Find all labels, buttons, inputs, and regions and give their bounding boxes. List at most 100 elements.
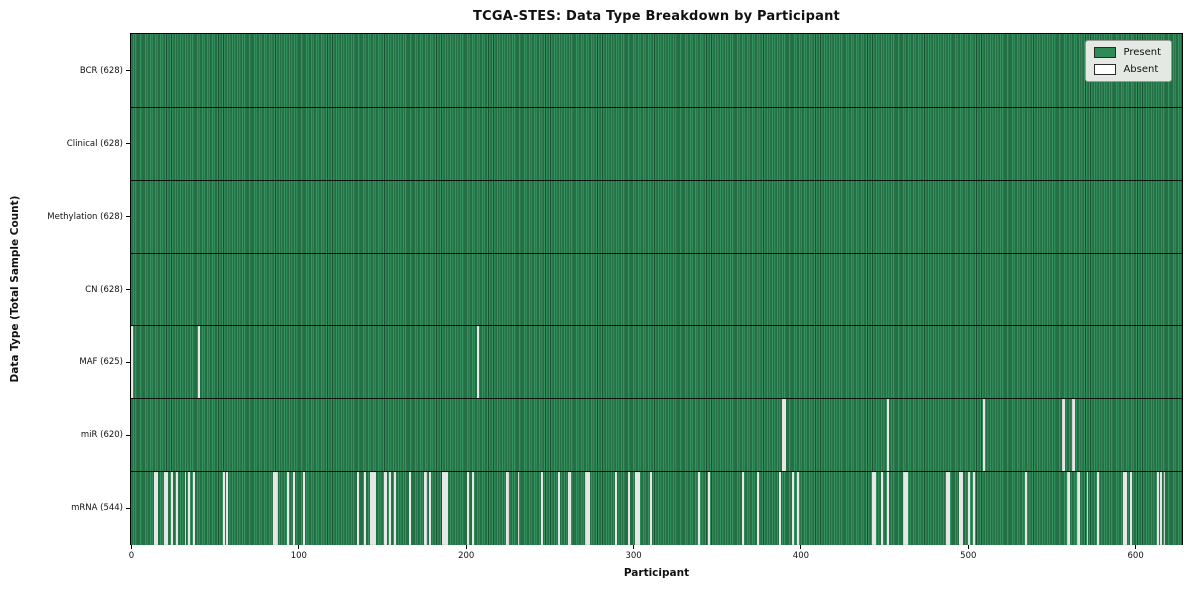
chart-legend: Present Absent — [1085, 40, 1172, 82]
legend-entry-present: Present — [1094, 47, 1161, 58]
absent-stripe — [477, 326, 480, 400]
absent-stripe — [782, 399, 784, 473]
absent-stripe — [425, 472, 428, 545]
absent-stripe — [947, 472, 950, 545]
absent-stripe — [797, 472, 799, 545]
absent-stripe — [638, 472, 640, 545]
absent-stripe — [880, 472, 883, 545]
absent-stripe — [1156, 472, 1159, 545]
row-band-mrna — [131, 471, 1182, 545]
absent-stripe — [783, 399, 786, 473]
row-band-methylation — [131, 179, 1182, 254]
absent-stripe — [472, 472, 475, 545]
plot-area: Present Absent — [130, 33, 1183, 545]
absent-stripe — [587, 472, 590, 545]
absent-stripe — [567, 472, 570, 545]
absent-stripe — [628, 472, 630, 545]
absent-stripe — [1086, 472, 1089, 545]
absent-stripe — [614, 472, 617, 545]
absent-stripe — [176, 472, 179, 545]
absent-stripe — [371, 472, 374, 545]
y-tick-mark — [126, 434, 130, 436]
x-tick-mark — [967, 545, 969, 549]
row-band-maf — [131, 325, 1182, 400]
absent-stripe — [1096, 472, 1099, 545]
absent-stripe — [443, 472, 446, 545]
y-tick-label-mir: miR (620) — [80, 430, 123, 441]
absent-stripe — [286, 472, 289, 545]
absent-stripe — [303, 472, 306, 545]
x-tick-label-400: 400 — [792, 551, 810, 561]
absent-stripe — [778, 472, 781, 545]
absent-stripe — [569, 472, 572, 545]
absent-stripe — [982, 399, 985, 473]
absent-stripe — [467, 472, 470, 545]
absent-stripe — [293, 472, 296, 545]
absent-stripe — [363, 472, 366, 545]
absent-stripe — [967, 472, 970, 545]
absent-stripe — [1076, 472, 1079, 545]
absent-stripe — [1071, 399, 1074, 473]
y-tick-mark — [126, 70, 130, 72]
absent-stripe — [393, 472, 396, 545]
x-tick-label-300: 300 — [625, 551, 642, 561]
y-tick-mark — [126, 216, 130, 218]
absent-stripe — [586, 472, 589, 545]
legend-present-label: Present — [1123, 47, 1161, 58]
absent-stripe — [423, 472, 426, 545]
absent-stripe — [1063, 399, 1066, 473]
absent-stripe — [517, 472, 520, 545]
absent-stripe — [902, 472, 905, 545]
absent-stripe — [274, 472, 277, 545]
absent-stripe — [373, 472, 376, 545]
absent-stripe — [584, 472, 587, 545]
absent-stripe — [1160, 472, 1163, 545]
absent-stripe — [445, 472, 448, 545]
absent-stripe — [192, 472, 195, 545]
absent-stripe — [708, 472, 711, 545]
absent-stripe — [154, 472, 157, 545]
x-tick-mark — [298, 545, 300, 549]
x-tick-label-500: 500 — [960, 551, 977, 561]
x-axis-label: Participant — [623, 567, 690, 579]
absent-stripe — [356, 472, 359, 545]
y-tick-label-methylation: Methylation (628) — [47, 211, 123, 222]
absent-stripe — [634, 472, 637, 545]
x-tick-mark — [800, 545, 802, 549]
absent-stripe — [1078, 472, 1081, 545]
absent-stripe — [276, 472, 279, 545]
absent-stripe — [156, 472, 158, 545]
absent-stripe — [131, 326, 133, 400]
x-tick-mark — [465, 545, 467, 549]
x-tick-label-200: 200 — [458, 551, 475, 561]
absent-stripe — [187, 472, 190, 545]
row-band-bcr — [131, 34, 1182, 107]
absent-stripe — [904, 472, 907, 545]
y-axis-label: Data Type (Total Sample Count) — [9, 195, 21, 383]
absent-stripe — [1163, 472, 1166, 545]
absent-stripe — [1061, 399, 1064, 473]
y-tick-label-cn: CN (628) — [85, 284, 123, 295]
absent-stripe — [959, 472, 962, 545]
y-tick-label-mrna: mRNA (544) — [71, 503, 123, 514]
absent-stripe — [171, 472, 174, 545]
absent-stripe — [636, 472, 639, 545]
absent-stripe — [946, 472, 948, 545]
absent-stripe — [184, 472, 187, 545]
absent-stripe — [1130, 472, 1132, 545]
absent-stripe — [905, 472, 908, 545]
absent-stripe — [961, 472, 963, 545]
y-tick-label-maf: MAF (625) — [79, 357, 123, 368]
absent-stripe — [166, 472, 169, 545]
absent-stripe — [505, 472, 508, 545]
absent-stripe — [698, 472, 701, 545]
absent-stripe — [1066, 472, 1069, 545]
absent-stripe — [872, 472, 875, 545]
legend-entry-absent: Absent — [1094, 64, 1161, 75]
y-tick-mark — [126, 507, 130, 509]
x-tick-label-0: 0 — [128, 551, 135, 561]
y-tick-label-clinical: Clinical (628) — [66, 138, 123, 149]
y-tick-mark — [126, 143, 130, 145]
absent-stripe — [226, 472, 229, 545]
